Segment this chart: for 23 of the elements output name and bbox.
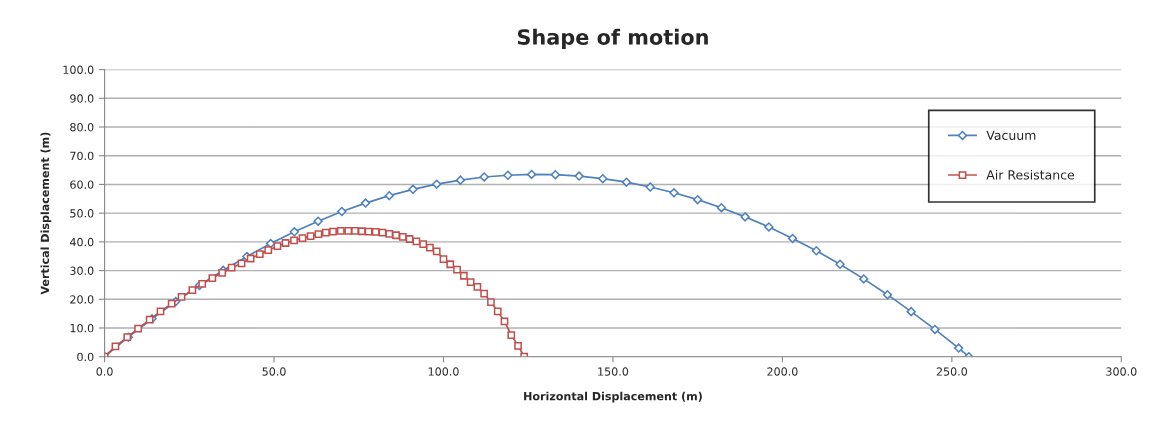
x-tick-label: 150.0 bbox=[598, 367, 629, 376]
y-tick-label: 20.0 bbox=[70, 295, 94, 304]
legend-label: Air Resistance bbox=[986, 169, 1075, 180]
y-tick-label: 40.0 bbox=[69, 237, 94, 247]
legend-label: Vacuum bbox=[986, 130, 1036, 140]
x-axis-title: Horizontal Displacement (m) bbox=[524, 391, 702, 403]
y-axis-title: Vertical Displacement (m) bbox=[40, 132, 52, 295]
chart-title: Shape of motion bbox=[517, 28, 708, 49]
x-tick-label: 50.0 bbox=[262, 367, 286, 376]
y-tick-label: 70.0 bbox=[70, 151, 94, 161]
x-tick-label: 300.0 bbox=[1106, 367, 1137, 376]
x-tick-label: 200.0 bbox=[767, 367, 798, 376]
y-tick-label: 10.0 bbox=[70, 323, 94, 333]
x-tick-label: 100.0 bbox=[428, 367, 459, 376]
y-tick-label: 60.0 bbox=[70, 180, 94, 189]
y-tick-label: 30.0 bbox=[70, 266, 94, 275]
x-tick-label: 0.0 bbox=[96, 367, 113, 376]
y-tick-label: 50.0 bbox=[70, 209, 94, 218]
y-tick-label: 90.0 bbox=[70, 94, 94, 103]
y-tick-label: 80.0 bbox=[70, 122, 94, 132]
x-tick-label: 250.0 bbox=[936, 367, 968, 376]
y-tick-label: 100.0 bbox=[63, 65, 94, 74]
y-tick-label: 0.0 bbox=[77, 352, 94, 362]
